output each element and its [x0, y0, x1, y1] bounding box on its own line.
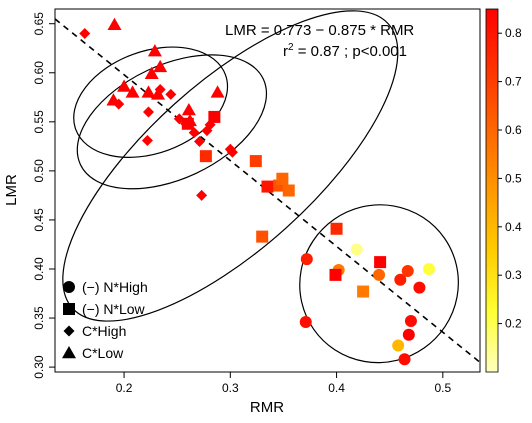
data-point-square: [329, 268, 342, 281]
data-point-square: [357, 285, 370, 298]
colorbar-tick-label: 0.7: [505, 75, 522, 89]
colorbar-tick-label: 0.4: [505, 220, 522, 234]
legend-label: (−) N*Low: [82, 301, 146, 317]
data-point-triangle: [151, 87, 166, 100]
data-point-triangle: [125, 85, 140, 98]
points-layer: [79, 17, 435, 366]
data-point-circle: [423, 262, 435, 275]
data-point-triangle: [106, 93, 121, 106]
data-point-square: [374, 256, 387, 269]
data-point-circle: [350, 243, 363, 256]
data-point-circle: [402, 328, 415, 341]
x-tick-label: 0.4: [328, 381, 345, 395]
data-point-diamond: [204, 119, 216, 131]
colorbar-tick-label: 0.3: [505, 268, 522, 282]
data-point-circle: [394, 273, 407, 286]
data-point-triangle: [182, 113, 197, 127]
confidence-ellipse: [76, 54, 268, 190]
data-point-square: [261, 180, 274, 193]
data-point-diamond: [226, 146, 238, 158]
data-point-square: [256, 230, 269, 243]
data-point-circle: [398, 353, 411, 366]
data-point-diamond: [196, 189, 208, 201]
r-squared-symbol: r: [283, 43, 288, 60]
y-tick-label: 0.30: [32, 355, 46, 379]
data-point-diamond: [173, 113, 185, 125]
legend-label: (−) N*High: [82, 279, 148, 295]
y-tick-label: 0.45: [32, 208, 46, 232]
data-point-square: [276, 172, 289, 185]
data-point-circle: [413, 281, 426, 294]
y-tick-label: 0.40: [32, 257, 46, 281]
data-point-square: [208, 110, 221, 123]
data-point-diamond: [188, 127, 200, 139]
stats-values: = 0.87 ; p<0.001: [294, 43, 407, 60]
data-point-diamond: [143, 106, 154, 118]
confidence-ellipse: [299, 204, 459, 364]
colorbar: 0.2 0.3 0.4 0.5 0.6 0.7 0.8: [485, 8, 522, 373]
data-point-square: [282, 184, 295, 197]
regression-equation: LMR = 0.773 − 0.875 * RMR: [225, 22, 414, 39]
data-point-circle: [373, 268, 386, 281]
data-point-diamond: [141, 134, 153, 146]
y-tick-label: 0.35: [32, 306, 46, 330]
data-point-triangle: [181, 103, 196, 116]
colorbar-tick-label: 0.6: [505, 123, 522, 137]
y-axis-title: LMR: [3, 174, 20, 206]
data-point-square: [249, 155, 262, 168]
data-point-triangle: [147, 44, 162, 57]
data-point-triangle: [144, 66, 159, 80]
data-point-triangle: [117, 79, 132, 92]
r-squared-superscript: 2: [288, 42, 294, 53]
legend-marker-circle: [63, 281, 75, 293]
y-tick-label: 0.60: [32, 61, 46, 85]
colorbar-tick-label: 0.2: [505, 317, 522, 331]
regression-fit-line: [55, 18, 480, 363]
x-tick-label: 0.2: [116, 381, 133, 395]
data-point-diamond: [79, 28, 91, 40]
fit-line-layer: [55, 18, 480, 363]
data-point-circle: [300, 253, 313, 266]
regression-stats: r2 = 0.87 ; p<0.001: [283, 42, 407, 60]
data-point-circle: [404, 314, 417, 327]
legend-marker-diamond: [63, 325, 75, 337]
x-axis-title: RMR: [250, 399, 284, 416]
legend-label: C*Low: [82, 345, 124, 361]
y-tick-label: 0.50: [32, 159, 46, 183]
colorbar-gradient: [485, 8, 499, 373]
confidence-ellipse: [73, 46, 229, 158]
plot-area-frame: [54, 8, 481, 373]
data-point-triangle: [107, 17, 122, 30]
data-point-diamond: [165, 88, 177, 100]
data-point-diamond: [194, 135, 205, 147]
data-point-square: [330, 222, 343, 235]
data-point-circle: [392, 339, 405, 352]
y-tick-label: 0.65: [32, 12, 46, 36]
axis-layer: 0.2 0.3 0.4 0.5 0.30 0.35 0.40 0.45 0.50 0.55 0.60…: [32, 12, 451, 395]
data-point-square: [199, 150, 212, 163]
data-point-circle: [299, 315, 312, 328]
data-point-circle: [401, 264, 414, 277]
x-tick-label: 0.5: [434, 381, 451, 395]
x-tick-label: 0.3: [222, 381, 239, 395]
data-point-triangle: [153, 59, 168, 73]
legend-marker-square: [63, 303, 75, 315]
colorbar-tick-label: 0.8: [505, 26, 522, 40]
legend-label: C*High: [82, 323, 126, 339]
colorbar-tick-label: 0.5: [505, 171, 522, 185]
data-point-triangle: [141, 85, 156, 98]
legend: (−) N*High (−) N*Low C*High C*Low: [62, 279, 148, 361]
y-tick-label: 0.55: [32, 110, 46, 134]
data-point-triangle: [210, 85, 225, 98]
legend-marker-triangle: [62, 346, 76, 359]
